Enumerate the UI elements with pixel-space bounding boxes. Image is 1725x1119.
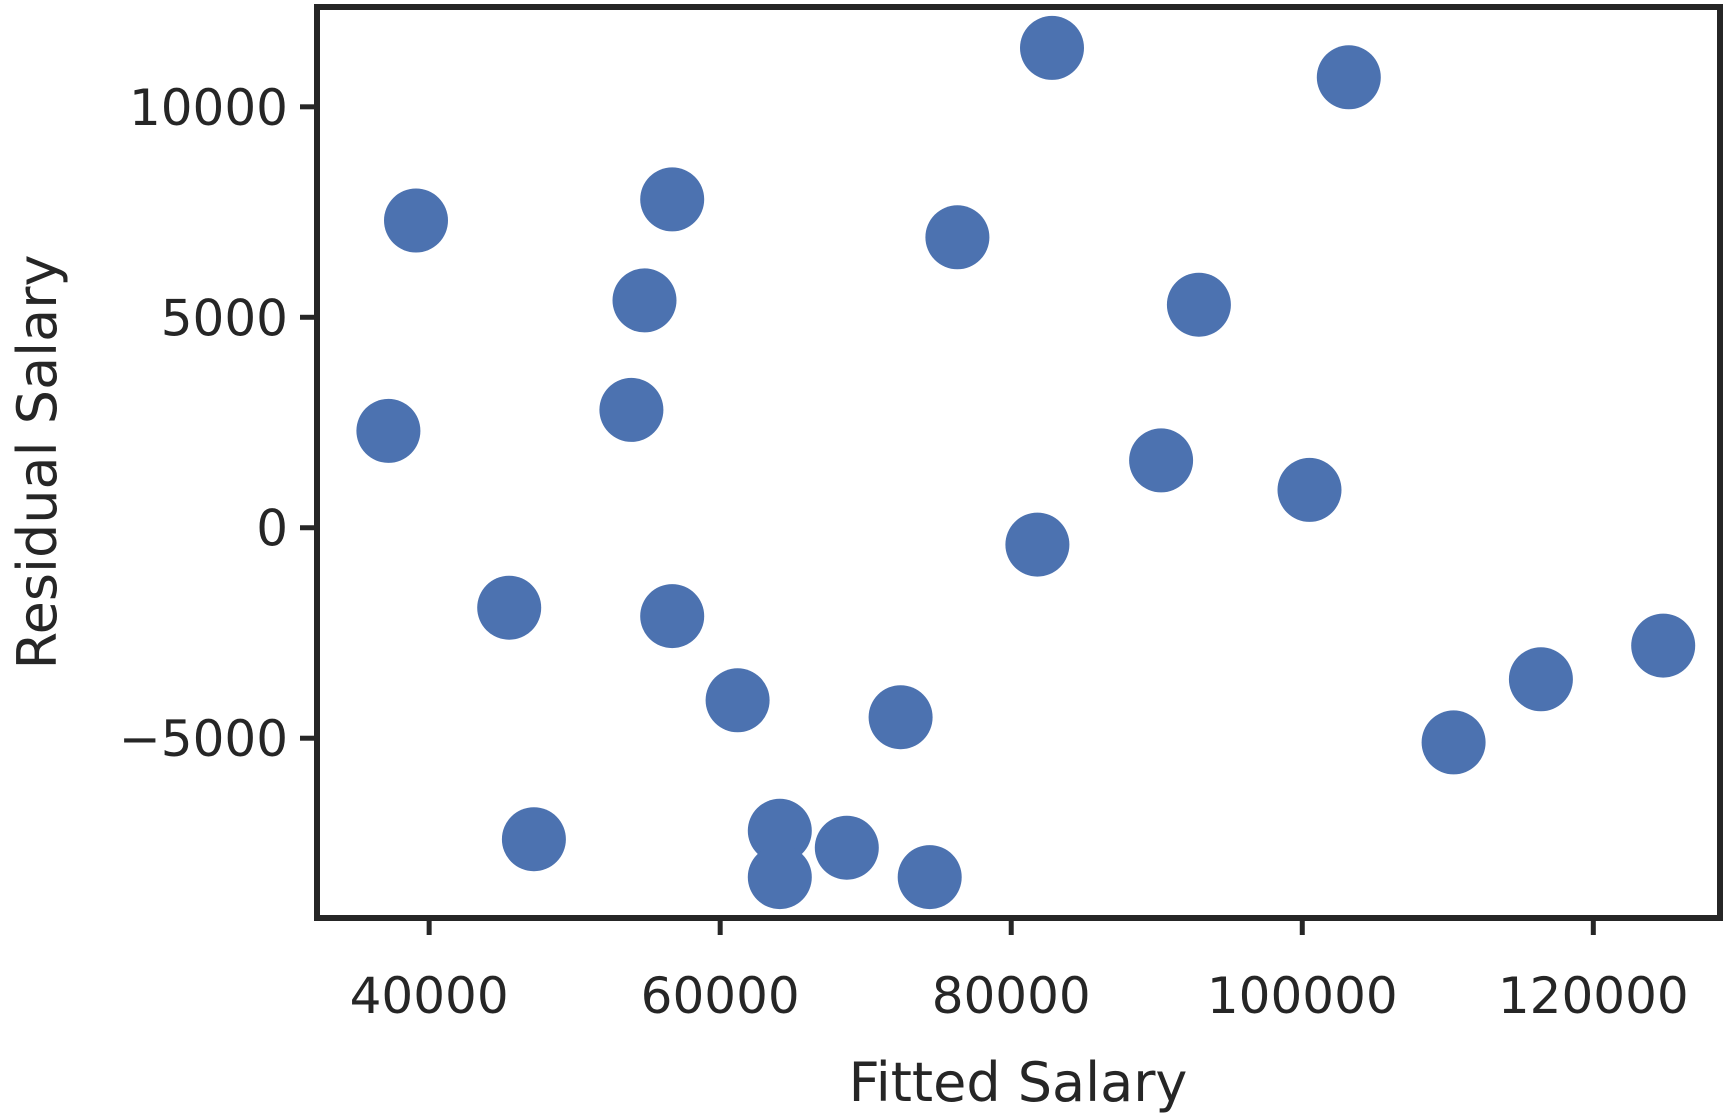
x-tick-label-1: 40000 bbox=[350, 967, 509, 1025]
x-tick-label-2: 60000 bbox=[641, 967, 800, 1025]
data-point-13 bbox=[868, 685, 933, 750]
x-tick-label-4: 100000 bbox=[1207, 967, 1398, 1025]
x-tick-label-5: 120000 bbox=[1498, 967, 1689, 1025]
data-point-12 bbox=[814, 815, 879, 880]
data-point-20 bbox=[1277, 457, 1342, 522]
data-point-17 bbox=[1020, 15, 1084, 80]
y-tick-label-3: 5000 bbox=[161, 289, 288, 347]
data-point-21 bbox=[1316, 45, 1381, 110]
data-point-3 bbox=[477, 575, 542, 640]
data-point-9 bbox=[705, 668, 770, 733]
axis-ticks: 40000 60000 80000 100000 120000 −5000 0 5000 100… bbox=[119, 79, 1689, 1025]
y-tick-label-4: 10000 bbox=[129, 79, 288, 137]
data-point-16 bbox=[1005, 512, 1070, 577]
data-point-8 bbox=[640, 584, 705, 649]
data-point-7 bbox=[640, 167, 705, 232]
data-point-1 bbox=[356, 398, 421, 463]
data-points bbox=[356, 15, 1696, 910]
data-point-24 bbox=[1631, 613, 1696, 678]
data-point-6 bbox=[612, 268, 677, 333]
data-point-22 bbox=[1421, 710, 1486, 775]
data-point-15 bbox=[925, 205, 990, 270]
data-point-2 bbox=[384, 188, 448, 253]
data-point-10 bbox=[747, 798, 812, 863]
data-point-18 bbox=[1129, 428, 1194, 493]
x-tick-label-3: 80000 bbox=[932, 967, 1091, 1025]
data-point-19 bbox=[1166, 272, 1231, 337]
data-point-11 bbox=[747, 845, 812, 910]
data-point-4 bbox=[501, 807, 566, 872]
y-axis-label: Residual Salary bbox=[6, 255, 69, 670]
x-axis-label: Fitted Salary bbox=[849, 1051, 1188, 1114]
data-point-5 bbox=[599, 377, 664, 442]
plot-frame bbox=[314, 4, 1723, 921]
data-point-14 bbox=[897, 845, 962, 910]
y-tick-label-2: 0 bbox=[256, 500, 288, 558]
data-point-23 bbox=[1508, 647, 1573, 712]
y-tick-label-1: −5000 bbox=[119, 710, 288, 768]
